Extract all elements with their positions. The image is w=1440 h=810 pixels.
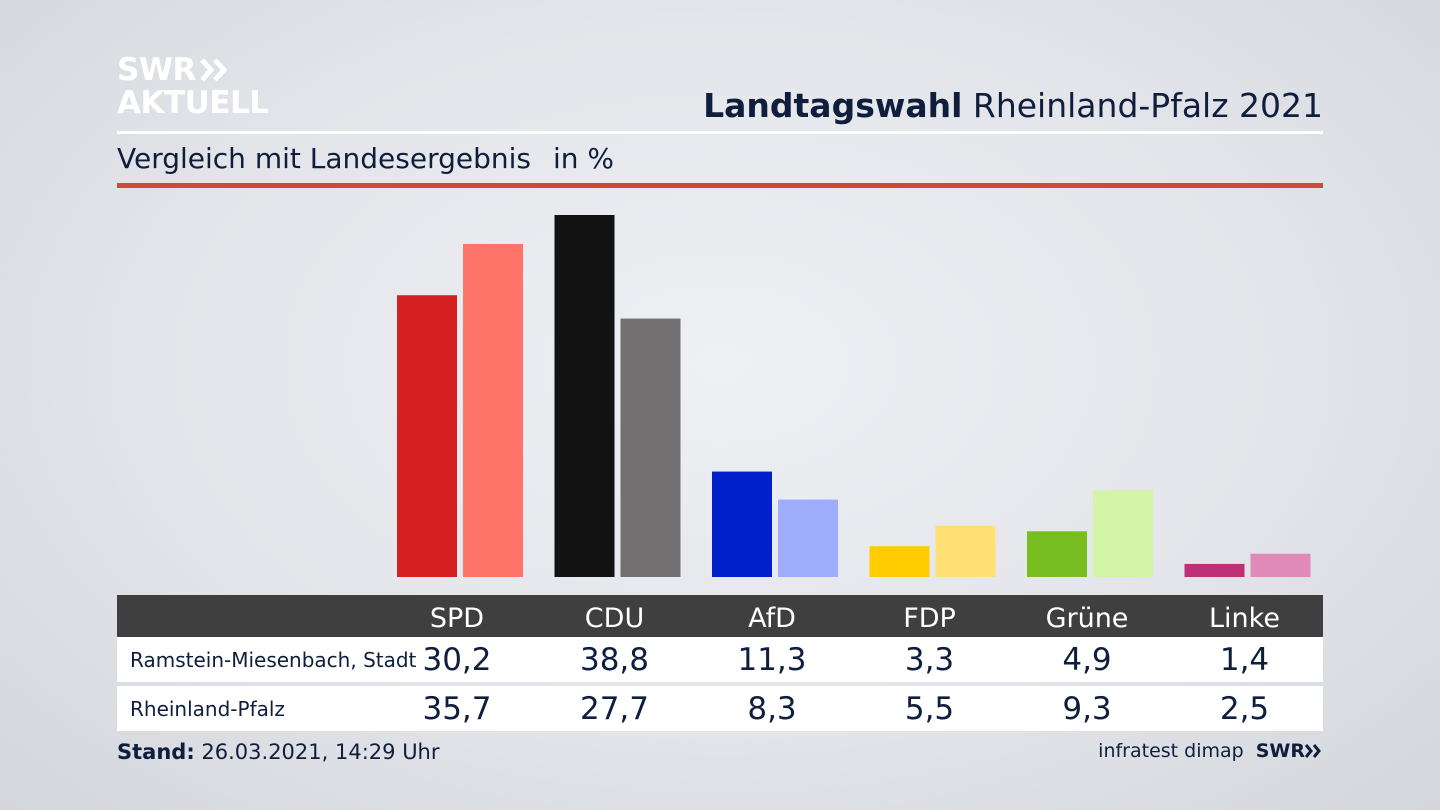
table-cell: 38,8	[579, 641, 650, 678]
stand-label: Stand:	[117, 740, 195, 764]
header-divider	[117, 131, 1323, 134]
bar-afd-local	[712, 471, 772, 577]
bar-cdu-local	[554, 214, 615, 577]
bar-linke-state	[1250, 553, 1311, 577]
chart-subtitle: Vergleich mit Landesergebnis in %	[117, 142, 614, 175]
accent-rule	[117, 183, 1323, 188]
source-text: infratest dimap	[1098, 740, 1244, 762]
logo-line1: SWR	[117, 51, 196, 88]
table-cell: 2,5	[1219, 690, 1270, 727]
table-cell: 5,5	[904, 690, 955, 727]
swr-aktuell-logo: SWR AKTUELL	[117, 54, 269, 119]
title-rest: Rheinland-Pfalz 2021	[972, 86, 1323, 125]
subtitle-text: Vergleich mit Landesergebnis	[117, 142, 531, 175]
bar-cdu-state	[620, 318, 681, 577]
bar-fdp-state	[935, 525, 996, 577]
bar-chart	[397, 214, 1311, 577]
table-cell: 27,7	[579, 690, 650, 727]
table-cell: 4,9	[1062, 641, 1112, 678]
table-header: SPD CDU AfD FDP Grüne Linke	[117, 595, 1323, 637]
table-row: Ramstein-Miesenbach, Stadt 30,2 38,8 11,3 3…	[117, 637, 1323, 682]
bar-linke-local	[1184, 563, 1245, 577]
swr-brand: SWR	[1256, 740, 1323, 762]
double-chevron-icon	[200, 58, 228, 82]
table-cell: 3,3	[904, 641, 955, 678]
column-header-cdu: CDU	[584, 602, 645, 634]
title-bold: Landtagswahl	[703, 86, 963, 125]
column-header-grüne: Grüne	[1045, 602, 1129, 634]
table-cell: 35,7	[422, 690, 492, 727]
table-cell: 30,2	[422, 641, 492, 678]
row-label: Ramstein-Miesenbach, Stadt	[130, 647, 417, 672]
table-cell: 9,3	[1062, 690, 1112, 727]
page-title: Landtagswahl Rheinland-Pfalz 2021	[703, 86, 1323, 125]
column-header-linke: Linke	[1209, 602, 1280, 634]
column-header-fdp: FDP	[903, 602, 956, 634]
timestamp: Stand: 26.03.2021, 14:29 Uhr	[117, 740, 440, 764]
column-header-afd: AfD	[748, 602, 796, 634]
table-cell: 11,3	[737, 641, 807, 678]
column-header-spd: SPD	[429, 602, 485, 634]
bar-afd-state	[778, 499, 838, 577]
bar-fdp-local	[869, 546, 930, 577]
double-chevron-icon	[1305, 744, 1321, 758]
table-row: Rheinland-Pfalz 35,7 27,7 8,3 5,5 9,3 2,5	[117, 686, 1323, 731]
brand-text: SWR	[1255, 740, 1305, 762]
bar-grüne-state	[1093, 490, 1153, 577]
row-label: Rheinland-Pfalz	[130, 696, 285, 721]
logo-line2: AKTUELL	[117, 85, 269, 121]
source-credit: infratest dimap SWR	[1098, 740, 1323, 762]
bar-grüne-local	[1027, 531, 1087, 577]
subtitle-unit: in %	[552, 142, 615, 175]
bar-spd-state	[463, 243, 523, 577]
table-cell: 8,3	[747, 690, 797, 727]
results-table: SPD CDU AfD FDP Grüne Linke Ramstein-Miesenba…	[117, 595, 1323, 731]
stand-value: 26.03.2021, 14:29 Uhr	[201, 740, 440, 764]
bar-spd-local	[397, 295, 457, 577]
table-cell: 1,4	[1219, 641, 1270, 678]
